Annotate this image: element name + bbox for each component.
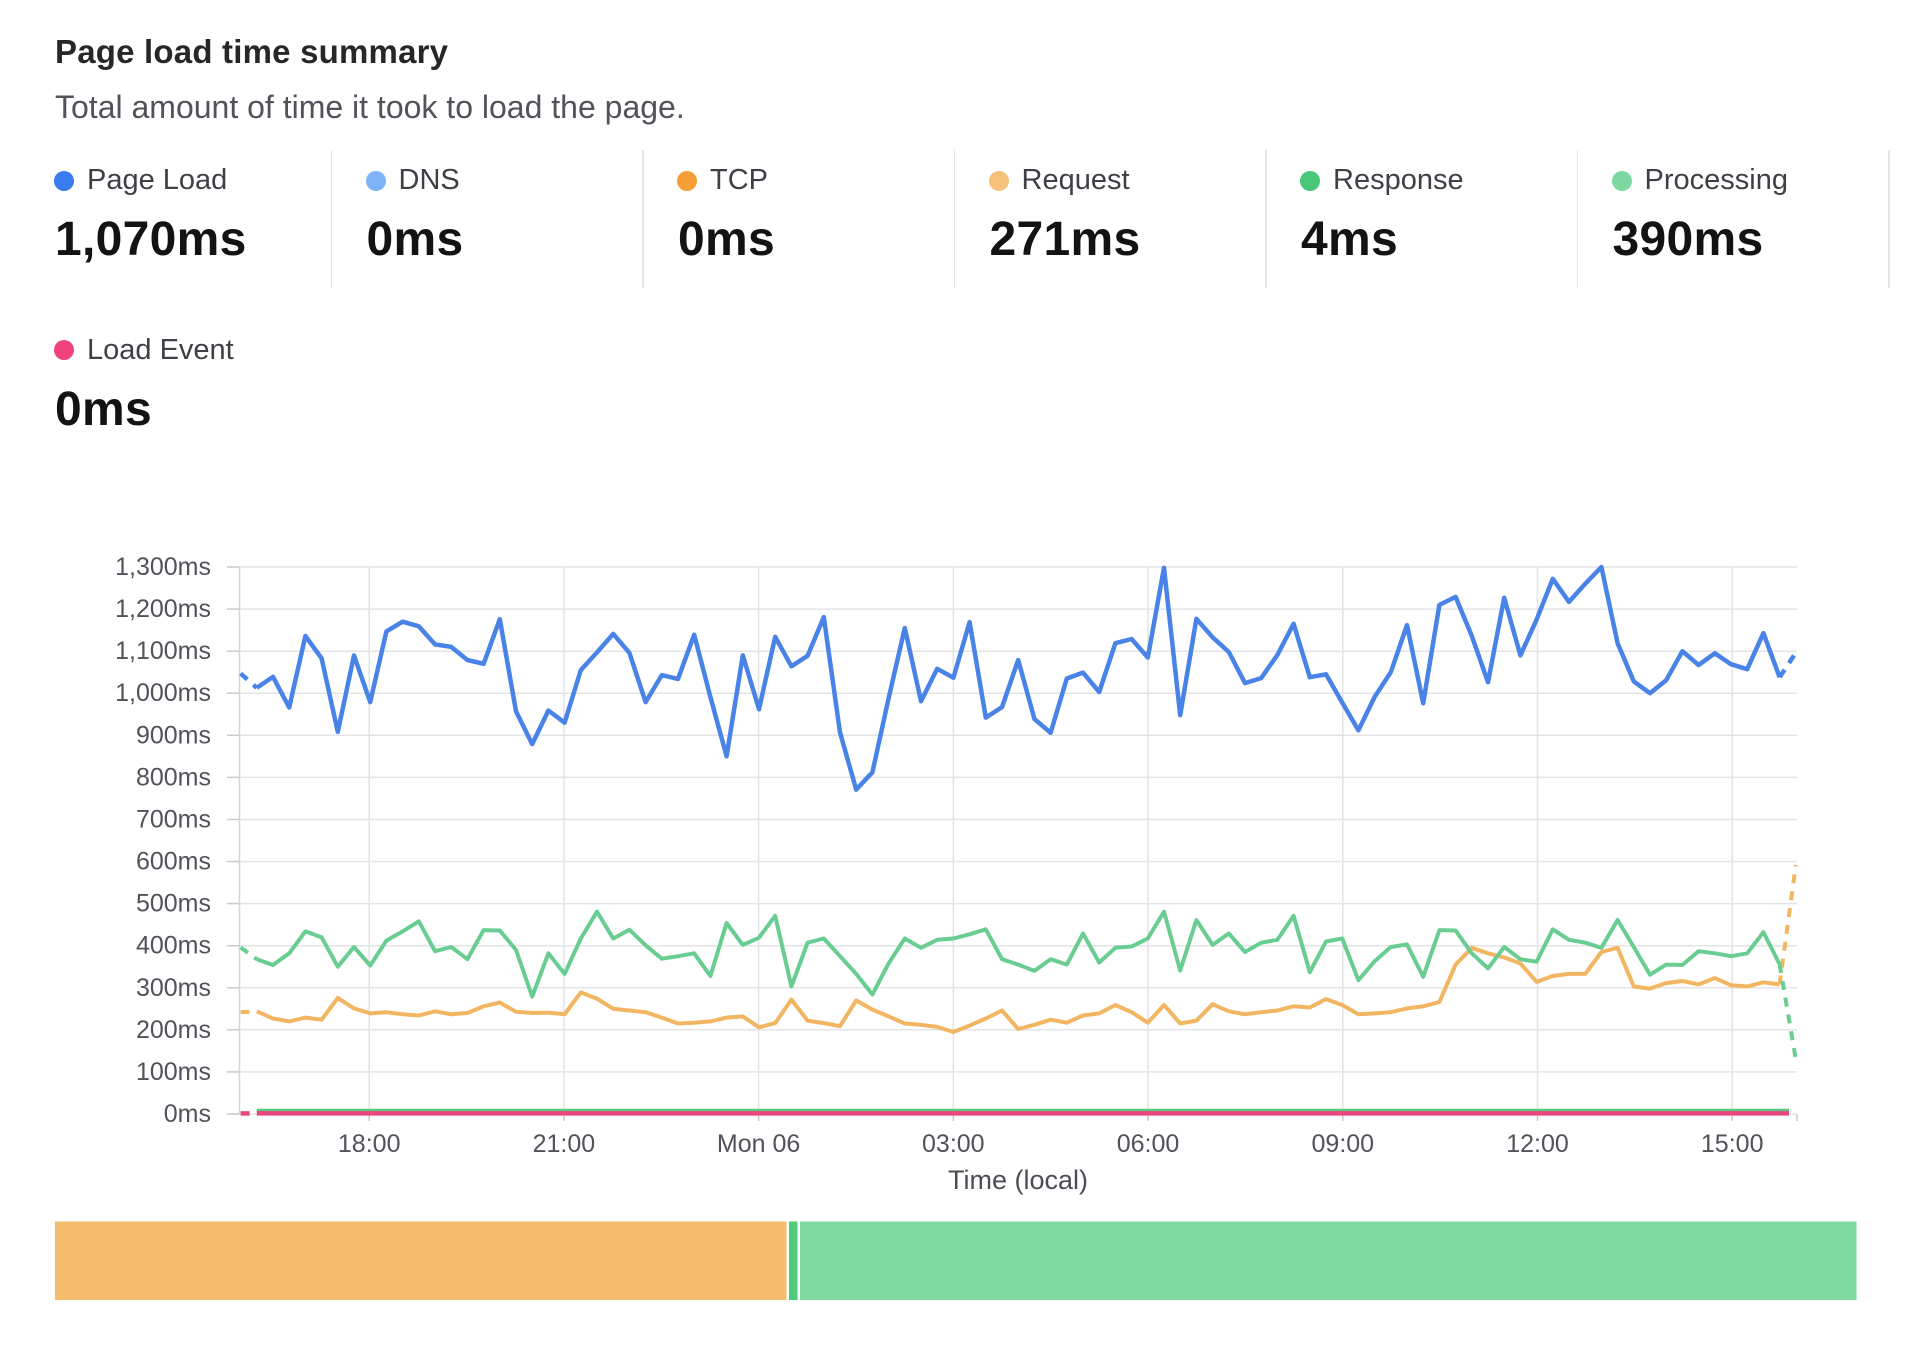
svg-text:12:00: 12:00 — [1506, 1130, 1569, 1158]
svg-text:03:00: 03:00 — [922, 1130, 985, 1158]
svg-text:1,000ms: 1,000ms — [115, 679, 211, 707]
svg-text:400ms: 400ms — [136, 932, 211, 960]
svg-text:900ms: 900ms — [136, 721, 211, 749]
svg-text:1,300ms: 1,300ms — [115, 553, 211, 581]
svg-text:Time (local): Time (local) — [948, 1165, 1088, 1195]
svg-text:09:00: 09:00 — [1312, 1130, 1375, 1158]
svg-text:600ms: 600ms — [136, 848, 211, 876]
svg-text:06:00: 06:00 — [1117, 1130, 1180, 1158]
svg-text:700ms: 700ms — [136, 806, 211, 834]
svg-text:800ms: 800ms — [136, 763, 211, 791]
svg-text:Mon 06: Mon 06 — [717, 1130, 800, 1158]
svg-text:0ms: 0ms — [164, 1100, 211, 1128]
svg-text:1,100ms: 1,100ms — [115, 637, 211, 665]
svg-text:300ms: 300ms — [136, 974, 211, 1002]
svg-text:15:00: 15:00 — [1701, 1130, 1764, 1158]
svg-text:1,200ms: 1,200ms — [115, 595, 211, 623]
svg-text:21:00: 21:00 — [533, 1130, 596, 1158]
svg-text:200ms: 200ms — [136, 1016, 211, 1044]
svg-text:18:00: 18:00 — [338, 1130, 401, 1158]
svg-text:500ms: 500ms — [136, 890, 211, 918]
svg-text:100ms: 100ms — [136, 1058, 211, 1086]
